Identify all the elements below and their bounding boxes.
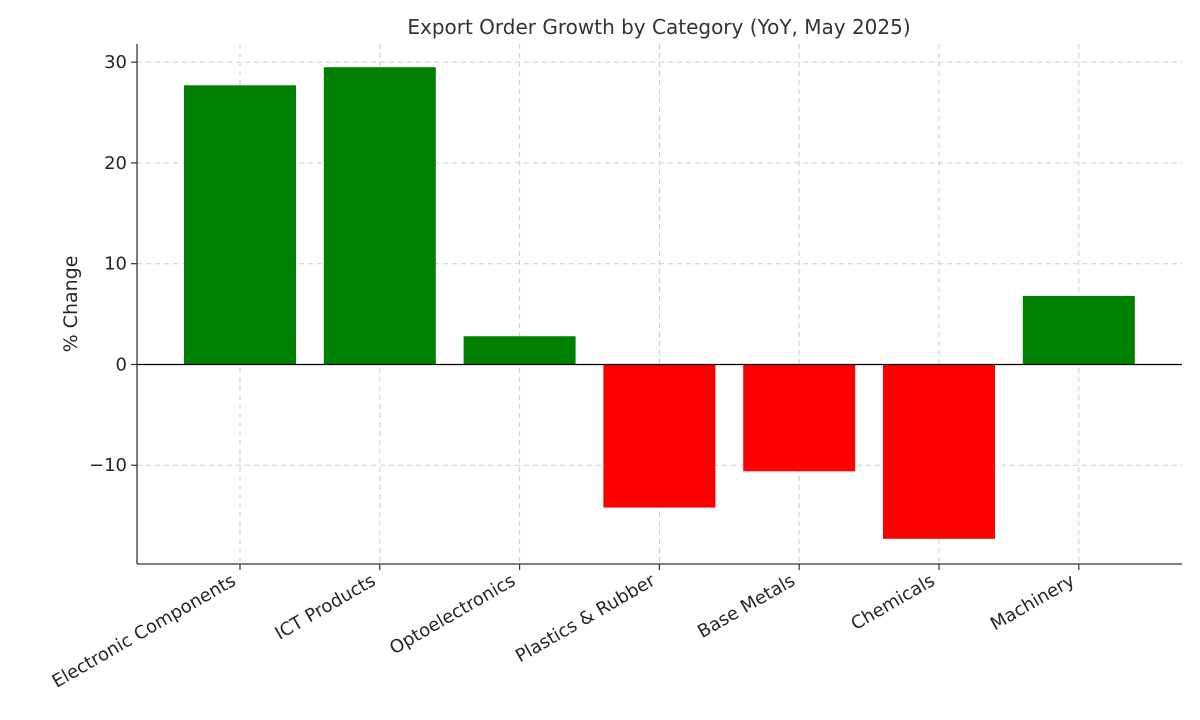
bar-base-metals: [743, 364, 856, 472]
x-tick-label: ICT Products: [272, 570, 380, 644]
bar-ict-products: [323, 67, 436, 365]
bar-plastics-rubber: [603, 364, 716, 508]
x-tick-label: Chemicals: [848, 570, 939, 635]
y-tick-label: 10: [104, 254, 127, 275]
y-tick-label: 20: [104, 153, 127, 174]
x-tick-label: Base Metals: [694, 570, 799, 642]
x-tick-label: Electronic Components: [49, 570, 240, 692]
x-tick-label: Machinery: [987, 570, 1079, 635]
y-tick-label: 0: [116, 354, 127, 375]
bar-optoelectronics: [463, 336, 576, 365]
bar-machinery: [1022, 295, 1135, 365]
x-tick-label: Optoelectronics: [386, 570, 519, 659]
y-tick-label: −10: [89, 455, 127, 476]
chart-title: Export Order Growth by Category (YoY, Ma…: [407, 15, 910, 39]
x-ticks: Electronic Components ICT Products Optoele…: [49, 564, 1080, 692]
y-axis-label: % Change: [60, 256, 82, 353]
bar-chemicals: [883, 364, 995, 539]
bar-electronic-components: [184, 85, 296, 365]
y-tick-label: 30: [104, 52, 127, 73]
x-tick-label: Plastics & Rubber: [512, 570, 659, 667]
y-ticks: 30 20 10 0 −10: [89, 52, 137, 476]
bars: [184, 67, 1135, 539]
